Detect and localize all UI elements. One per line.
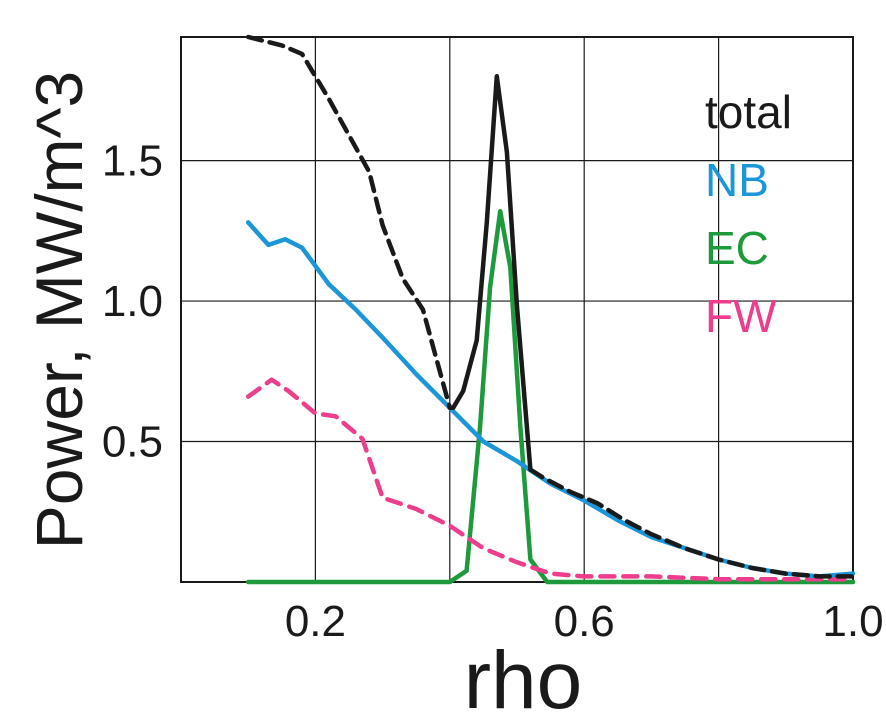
y-tick-label: 1.5 — [102, 137, 163, 186]
y-tick-label: 0.5 — [102, 418, 163, 467]
x-tick-label: 0.2 — [285, 597, 346, 646]
series-layer — [245, 34, 856, 585]
plot-frame — [180, 36, 854, 583]
y-tick-labels: 0.5 1.0 1.5 — [102, 137, 163, 467]
x-tick-labels: 0.2 0.6 1.0 — [285, 597, 884, 646]
legend-entry-ec: EC — [705, 222, 769, 274]
series-line-fw — [245, 377, 856, 582]
series-line-total — [447, 74, 533, 472]
legend-entry-total: total — [705, 86, 792, 138]
x-tick-label: 1.0 — [822, 597, 883, 646]
series-line-total — [528, 467, 856, 579]
legend-entry-fw: FW — [705, 290, 777, 342]
legend: total NB EC FW — [705, 86, 792, 342]
y-tick-label: 1.0 — [102, 277, 163, 326]
legend-entry-nb: NB — [705, 154, 769, 206]
x-axis-label: rho — [464, 635, 583, 716]
y-axis-label: Power, MW/m^3 — [22, 71, 96, 549]
gridlines — [181, 37, 853, 582]
series-line-nb — [245, 220, 856, 579]
x-tick-label: 0.6 — [554, 597, 615, 646]
series-line-total — [245, 34, 453, 411]
